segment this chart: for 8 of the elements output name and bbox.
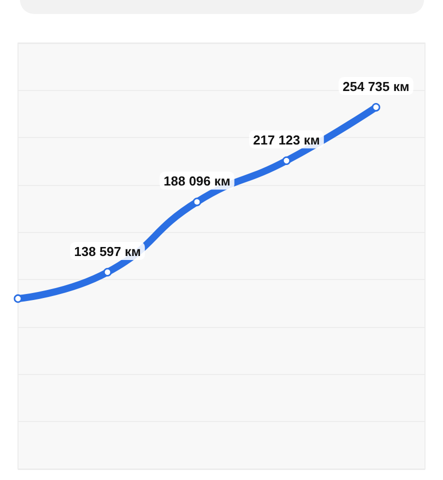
point — [372, 103, 380, 112]
data-label: 217 123 км — [253, 132, 320, 148]
point — [103, 268, 112, 276]
data-label: 254 735 км — [342, 79, 410, 94]
data-label: 138 597 км — [74, 244, 141, 259]
data-label: 188 096 км — [164, 174, 230, 189]
point — [282, 156, 291, 165]
point — [192, 198, 202, 206]
